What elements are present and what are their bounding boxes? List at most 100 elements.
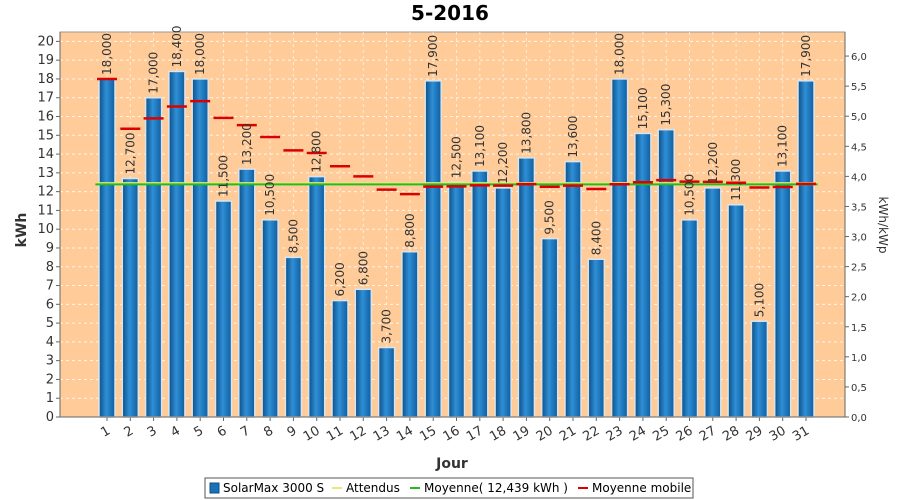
y-tick-label: 7 [46,279,54,294]
y-right-tick-label: 4,0 [851,172,867,183]
bar-value-label: 12,200 [706,142,720,184]
bar-value-label: 13,600 [566,116,580,158]
bar [657,128,675,418]
bar [494,187,512,418]
bar [680,219,699,418]
x-tick-label: 20 [534,423,556,444]
y-tick-label: 12 [37,185,54,200]
bar [610,78,629,418]
bar-value-label: 18,000 [100,33,114,75]
x-tick-label: 23 [604,423,626,444]
legend-label: Moyenne mobile [592,481,691,495]
y-axis-title: kWh [14,213,30,248]
y-right-tick-label: 1,0 [851,353,867,364]
bar-value-label: 5,100 [752,283,766,317]
y-tick-label: 15 [37,128,54,143]
bar-value-label: 8,400 [589,221,603,255]
bar-value-label: 15,100 [636,87,650,129]
x-tick-label: 13 [371,423,393,444]
bar-value-label: 17,900 [799,35,813,77]
bar-value-label: 11,300 [729,159,743,201]
bar [354,288,373,418]
bar-value-label: 6,800 [356,251,370,285]
x-tick-label: 29 [744,423,766,444]
x-tick-label: 15 [417,423,439,444]
bar [401,250,419,418]
bar [727,204,745,418]
y-tick-label: 17 [37,91,54,106]
bar-value-label: 15,300 [659,84,673,126]
x-tick-label: 1 [98,423,113,440]
y-tick-label: 16 [37,110,54,125]
bar-value-label: 17,900 [426,35,440,77]
x-tick-label: 4 [168,423,183,440]
y-axis-right-title: kWh/kWp [876,197,890,254]
x-tick-label: 3 [145,423,160,440]
x-tick-label: 8 [261,423,276,440]
y-tick-label: 4 [46,335,54,350]
y-tick-label: 10 [37,222,54,237]
bar [471,170,489,418]
x-tick-label: 11 [324,423,346,444]
bar-value-label: 10,500 [263,174,277,216]
y-tick-label: 1 [46,391,54,406]
bar [121,177,140,418]
y-tick-label: 0 [46,410,54,425]
x-tick-label: 22 [580,423,602,444]
y-right-tick-label: 2,5 [851,263,867,274]
y-right-tick-label: 6,0 [851,52,867,63]
bar-value-label: 13,200 [240,123,254,165]
x-tick-label: 18 [487,423,509,444]
y-tick-label: 18 [37,72,54,87]
legend: SolarMax 3000 S Attendus Moyenne( 12,439 k… [204,477,694,499]
bar-value-label: 13,100 [473,125,487,167]
bar [261,219,279,418]
bar [377,346,396,418]
x-tick-label: 24 [627,423,649,444]
bar-value-label: 12,200 [496,142,510,184]
legend-box [204,477,694,499]
bar [587,258,606,418]
bar [540,237,559,418]
bar-value-label: 12,700 [123,132,137,174]
bar-value-label: 3,700 [380,309,394,343]
bar [191,78,209,418]
bar [98,78,116,418]
bar-value-label: 13,800 [519,112,533,154]
plot-area: 012345678910111213141516171819200,00,51,… [37,25,866,444]
y-tick-label: 20 [37,34,54,49]
y-tick-label: 19 [37,53,54,68]
x-tick-label: 17 [464,423,486,444]
bar [238,168,256,418]
x-tick-label: 9 [285,423,300,440]
y-right-tick-label: 4,5 [851,142,867,153]
x-tick-label: 12 [347,423,369,444]
x-tick-label: 7 [238,423,253,440]
x-tick-label: 14 [394,423,416,444]
y-tick-label: 6 [46,297,54,312]
bar [704,187,722,418]
y-right-tick-label: 2,0 [851,293,867,304]
x-tick-label: 25 [650,423,672,444]
bar-value-label: 8,500 [286,219,300,253]
bar-value-label: 11,500 [217,155,231,197]
bar-value-label: 12,800 [310,131,324,173]
y-tick-label: 3 [46,354,54,369]
bar [214,200,233,418]
y-right-tick-label: 1,5 [851,323,867,334]
bar [634,132,652,418]
x-tick-label: 2 [122,423,137,440]
y-tick-label: 5 [46,316,54,331]
x-tick-label: 10 [301,423,323,444]
x-axis-title: Jour [435,456,468,472]
y-tick-label: 8 [46,260,54,275]
x-tick-label: 19 [511,423,533,444]
bar-value-label: 13,100 [776,125,790,167]
bar [773,170,792,418]
bar-value-label: 9,500 [543,200,557,234]
bar-value-label: 18,400 [170,25,184,67]
bar-value-label: 17,000 [147,52,161,94]
bar [284,256,303,418]
bar [331,299,349,418]
